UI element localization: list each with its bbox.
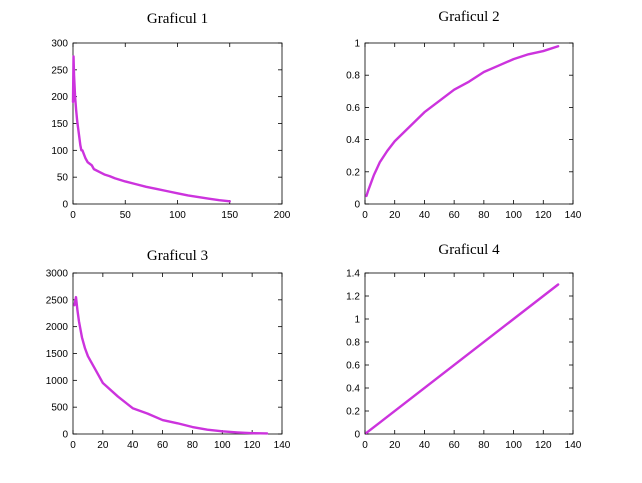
y-tick-label: 100 (51, 146, 68, 157)
x-tick-label: 140 (565, 210, 582, 221)
plot-frame (364, 42, 574, 205)
x-tick-label: 120 (535, 210, 552, 221)
y-tick-label: 1000 (46, 376, 69, 387)
y-tick-label: 0.2 (346, 167, 360, 178)
y-tick-label: 150 (51, 119, 68, 130)
chart-title: Graficul 3 (147, 248, 208, 264)
x-tick-label: 100 (505, 210, 522, 221)
y-tick-label: 50 (57, 173, 69, 184)
x-tick-label: 80 (187, 440, 199, 451)
chart-title: Graficul 4 (438, 242, 500, 258)
x-tick-label: 50 (120, 210, 132, 221)
x-tick-label: 60 (449, 440, 461, 451)
chart-panel-graficul-1: Graficul 1 0 50 100 150 200 0 50 100 150 200 250 300 (51, 11, 290, 221)
y-tick-label: 0.4 (346, 384, 360, 395)
chart-title: Graficul 2 (438, 9, 499, 25)
x-tick-label: 40 (419, 440, 431, 451)
x-tick-label: 100 (505, 440, 522, 451)
y-tick-label: 0 (354, 430, 360, 441)
y-tick-label: 3000 (46, 269, 69, 280)
y-tick-label: 1 (354, 315, 360, 326)
x-tick-label: 40 (419, 210, 431, 221)
y-tick-label: 2000 (46, 322, 69, 333)
y-tick-label: 2500 (46, 295, 69, 306)
x-tick-label: 60 (449, 210, 461, 221)
y-tick-label: 0.6 (346, 103, 360, 114)
x-tick-label: 20 (389, 440, 401, 451)
x-tick-label: 0 (362, 440, 368, 451)
y-tick-label: 0.2 (346, 407, 360, 418)
y-tick-label: 1.2 (346, 292, 360, 303)
y-tick-label: 0 (62, 200, 68, 211)
y-tick-label: 0 (62, 430, 68, 441)
x-tick-label: 140 (274, 440, 291, 451)
plot-frame (364, 272, 574, 435)
x-tick-label: 100 (214, 440, 231, 451)
y-tick-label: 1500 (46, 349, 69, 360)
y-tick-label: 1 (354, 39, 360, 50)
chart-title: Graficul 1 (147, 11, 208, 27)
x-tick-label: 60 (157, 440, 169, 451)
x-tick-label: 80 (478, 210, 490, 221)
x-tick-label: 150 (221, 210, 238, 221)
y-tick-label: 0 (354, 200, 360, 211)
x-tick-label: 100 (169, 210, 186, 221)
y-tick-label: 0.6 (346, 361, 360, 372)
x-tick-label: 120 (535, 440, 552, 451)
series-line (73, 295, 269, 435)
y-tick-label: 300 (51, 39, 68, 50)
y-tick-label: 200 (51, 92, 68, 103)
series-line (365, 283, 560, 435)
y-tick-label: 0.8 (346, 338, 360, 349)
x-tick-label: 0 (70, 210, 76, 221)
x-tick-label: 0 (362, 210, 368, 221)
x-tick-label: 120 (244, 440, 261, 451)
series-line (365, 45, 560, 198)
y-tick-label: 250 (51, 65, 68, 76)
y-tick-label: 0.4 (346, 135, 360, 146)
x-tick-label: 0 (70, 440, 76, 451)
chart-panel-graficul-3: Graficul 3 0 20 40 60 80 100 120 140 0 500 1000 1500… (46, 248, 291, 451)
y-tick-label: 1.4 (346, 269, 360, 280)
plot-frame (72, 42, 283, 205)
x-tick-label: 20 (97, 440, 109, 451)
series-line (71, 55, 231, 203)
x-tick-label: 200 (274, 210, 291, 221)
chart-panel-graficul-2: Graficul 2 0 20 40 60 80 100 120 140 0 0.2 0.4 0.6 0.… (346, 9, 582, 221)
x-tick-label: 80 (478, 440, 490, 451)
x-tick-label: 40 (127, 440, 139, 451)
chart-panel-graficul-4: Graficul 4 0 20 40 60 80 100 120 140 0 0.2 0.4 0.6 0.… (346, 242, 582, 451)
plot-frame (72, 272, 283, 435)
x-tick-label: 140 (565, 440, 582, 451)
x-tick-label: 20 (389, 210, 401, 221)
y-tick-label: 0.8 (346, 71, 360, 82)
y-tick-label: 500 (51, 403, 68, 414)
